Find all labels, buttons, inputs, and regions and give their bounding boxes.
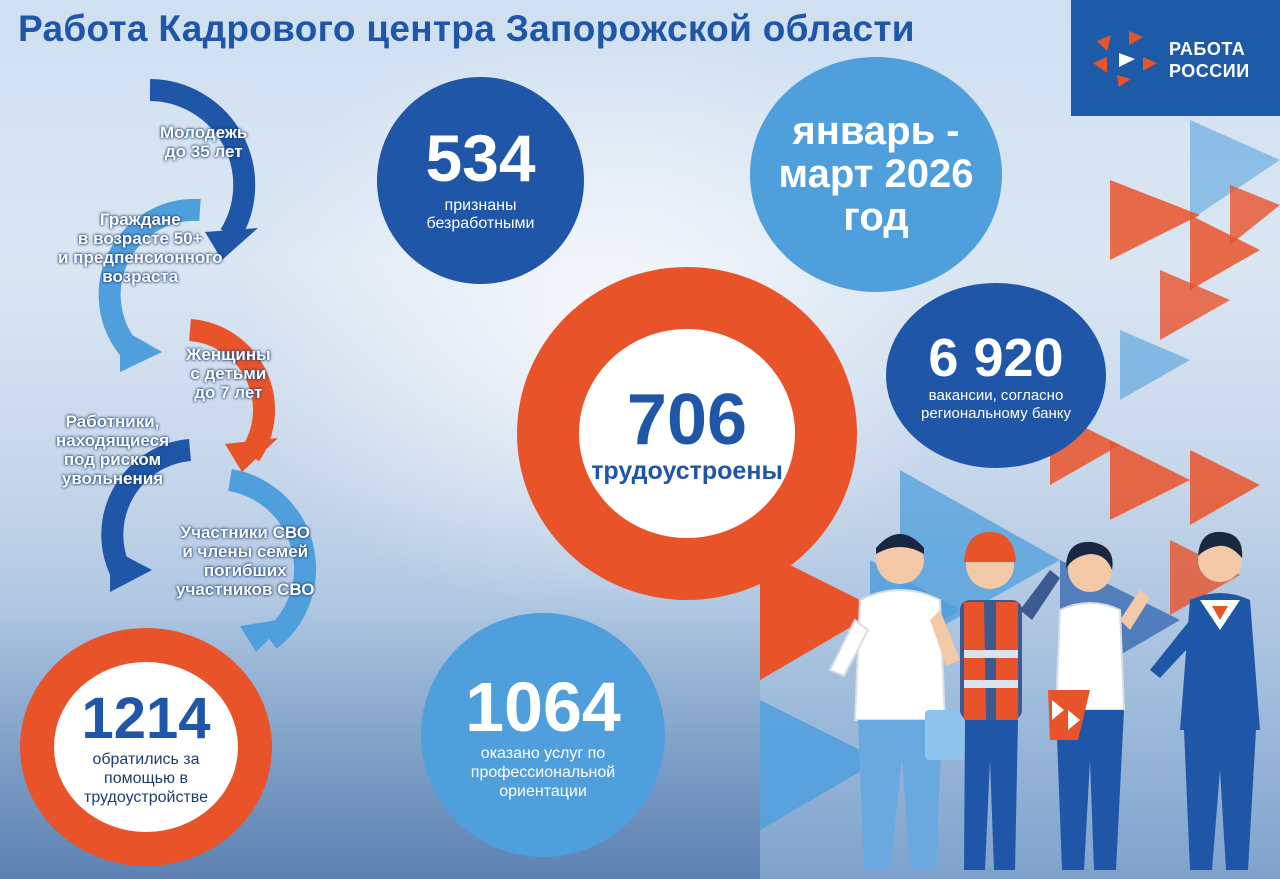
category-age-50: Граждане в возрасте 50+ и предпенсионног…	[58, 210, 223, 286]
category-youth-line-1: Молодежь	[160, 123, 248, 142]
logo-line-1: РАБОТА	[1169, 39, 1246, 59]
stat-employed-value: 706	[626, 379, 748, 460]
category-svo-line-3: погибших	[203, 561, 287, 580]
stat-vacancies: 6 920 вакансии, согласно региональному б…	[886, 283, 1106, 468]
logo: РАБОТА РОССИИ	[1071, 0, 1280, 116]
category-women-line-3: до 7 лет	[194, 383, 263, 402]
category-arrows	[98, 79, 316, 652]
category-age-50-line-1: Граждане	[99, 210, 181, 229]
logo-line-2: РОССИИ	[1169, 61, 1250, 81]
period-badge: январь - март 2026 год	[750, 57, 1002, 292]
stat-unemployed-value: 534	[425, 120, 536, 195]
stat-career-guidance: 1064 оказано услуг по профессиональной о…	[421, 613, 665, 857]
category-at-risk-line-4: увольнения	[61, 469, 164, 488]
category-at-risk-line-2: находящиеся	[56, 431, 170, 450]
logo-arrows-icon	[1093, 31, 1157, 87]
stat-career-guidance-value: 1064	[465, 667, 621, 746]
category-at-risk-line-3: под риском	[63, 450, 162, 469]
people-illustration	[828, 531, 1260, 870]
category-youth-line-2: до 35 лет	[164, 142, 243, 161]
page-title: Работа Кадрового центра Запорожской обла…	[18, 8, 915, 49]
period-text: январь - март 2026 год	[778, 109, 974, 239]
category-svo-line-1: Участники СВО	[180, 523, 310, 542]
stat-applied-value: 1214	[81, 685, 211, 751]
category-svo-line-4: участников СВО	[176, 580, 315, 599]
stat-career-guidance-label: оказано услуг по профессиональной ориент…	[470, 744, 616, 800]
person-3	[1048, 541, 1150, 870]
person-1	[828, 534, 1005, 870]
category-age-50-line-2: в возрасте 50+	[77, 229, 203, 248]
logo-text: РАБОТА РОССИИ	[1169, 38, 1250, 82]
person-4	[1150, 531, 1260, 870]
category-age-50-line-3: и предпенсионного	[58, 248, 223, 267]
stat-unemployed-label: признаны безработными	[426, 196, 535, 232]
stat-unemployed: 534 признаны безработными	[377, 77, 584, 284]
person-2	[960, 532, 1060, 870]
stat-vacancies-value: 6 920	[928, 327, 1064, 388]
stat-vacancies-label: вакансии, согласно региональному банку	[921, 386, 1071, 422]
stat-applied: 1214 обратились за помощью в трудоустрой…	[20, 628, 272, 866]
category-age-50-line-4: возраста	[102, 267, 179, 286]
stat-applied-label: обратились за помощью в трудоустройстве	[84, 750, 208, 806]
category-svo: Участники СВО и члены семей погибших уча…	[176, 523, 314, 599]
category-women-line-2: с детьми	[190, 364, 267, 383]
category-at-risk-line-1: Работники,	[65, 412, 160, 431]
category-women: Женщины с детьми до 7 лет	[186, 345, 271, 402]
category-women-line-1: Женщины	[186, 345, 271, 364]
stat-employed-label: трудоустроены	[591, 456, 783, 485]
category-svo-line-2: и члены семей	[182, 542, 309, 561]
category-at-risk: Работники, находящиеся под риском увольн…	[56, 412, 169, 488]
category-youth: Молодежь до 35 лет	[160, 123, 247, 161]
